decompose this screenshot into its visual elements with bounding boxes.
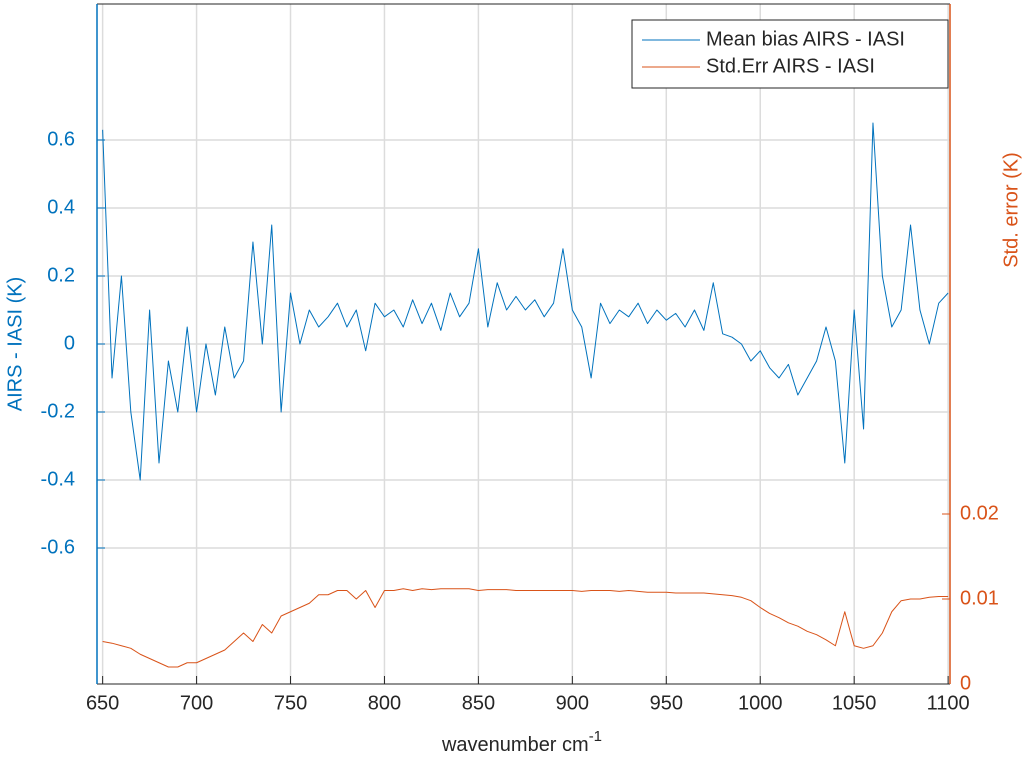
legend-label: Std.Err AIRS - IASI (706, 55, 875, 77)
x-label-text: wavenumber cm (441, 734, 589, 756)
y-tick-label: 0.6 (47, 128, 75, 150)
y2-axis-label: Std. error (K) (1000, 152, 1022, 268)
y-tick-label: 0.4 (47, 196, 75, 218)
y-tick-label: -0.2 (41, 400, 75, 422)
x-tick-label: 1100 (927, 692, 970, 714)
legend-box (631, 19, 949, 89)
x-tick-label: 1050 (832, 692, 877, 714)
y-axis-label: AIRS - IASI (K) (4, 277, 26, 411)
legend-label: Mean bias AIRS - IASI (706, 28, 905, 50)
x-tick-label: 700 (180, 692, 213, 714)
y-tick-label: -0.6 (41, 536, 75, 558)
y2-tick-label: 0.01 (960, 587, 999, 609)
x-axis-label: wavenumber cm-1 (441, 728, 602, 756)
y2-tick-label: 0.02 (960, 502, 999, 524)
x-tick-label: 750 (274, 692, 307, 714)
x-tick-label: 650 (86, 692, 119, 714)
x-tick-label: 1000 (738, 692, 783, 714)
y-tick-label: 0 (64, 332, 75, 354)
x-label-superscript: -1 (589, 728, 602, 745)
x-tick-label: 950 (650, 692, 683, 714)
y-tick-label: -0.4 (41, 468, 75, 490)
series-line (102, 122, 949, 481)
y2-tick-label: 0 (960, 672, 971, 694)
x-tick-label: 900 (556, 692, 589, 714)
series-line (102, 588, 949, 668)
y-tick-label: 0.2 (47, 264, 75, 286)
x-tick-label: 800 (368, 692, 401, 714)
x-tick-label: 850 (462, 692, 495, 714)
